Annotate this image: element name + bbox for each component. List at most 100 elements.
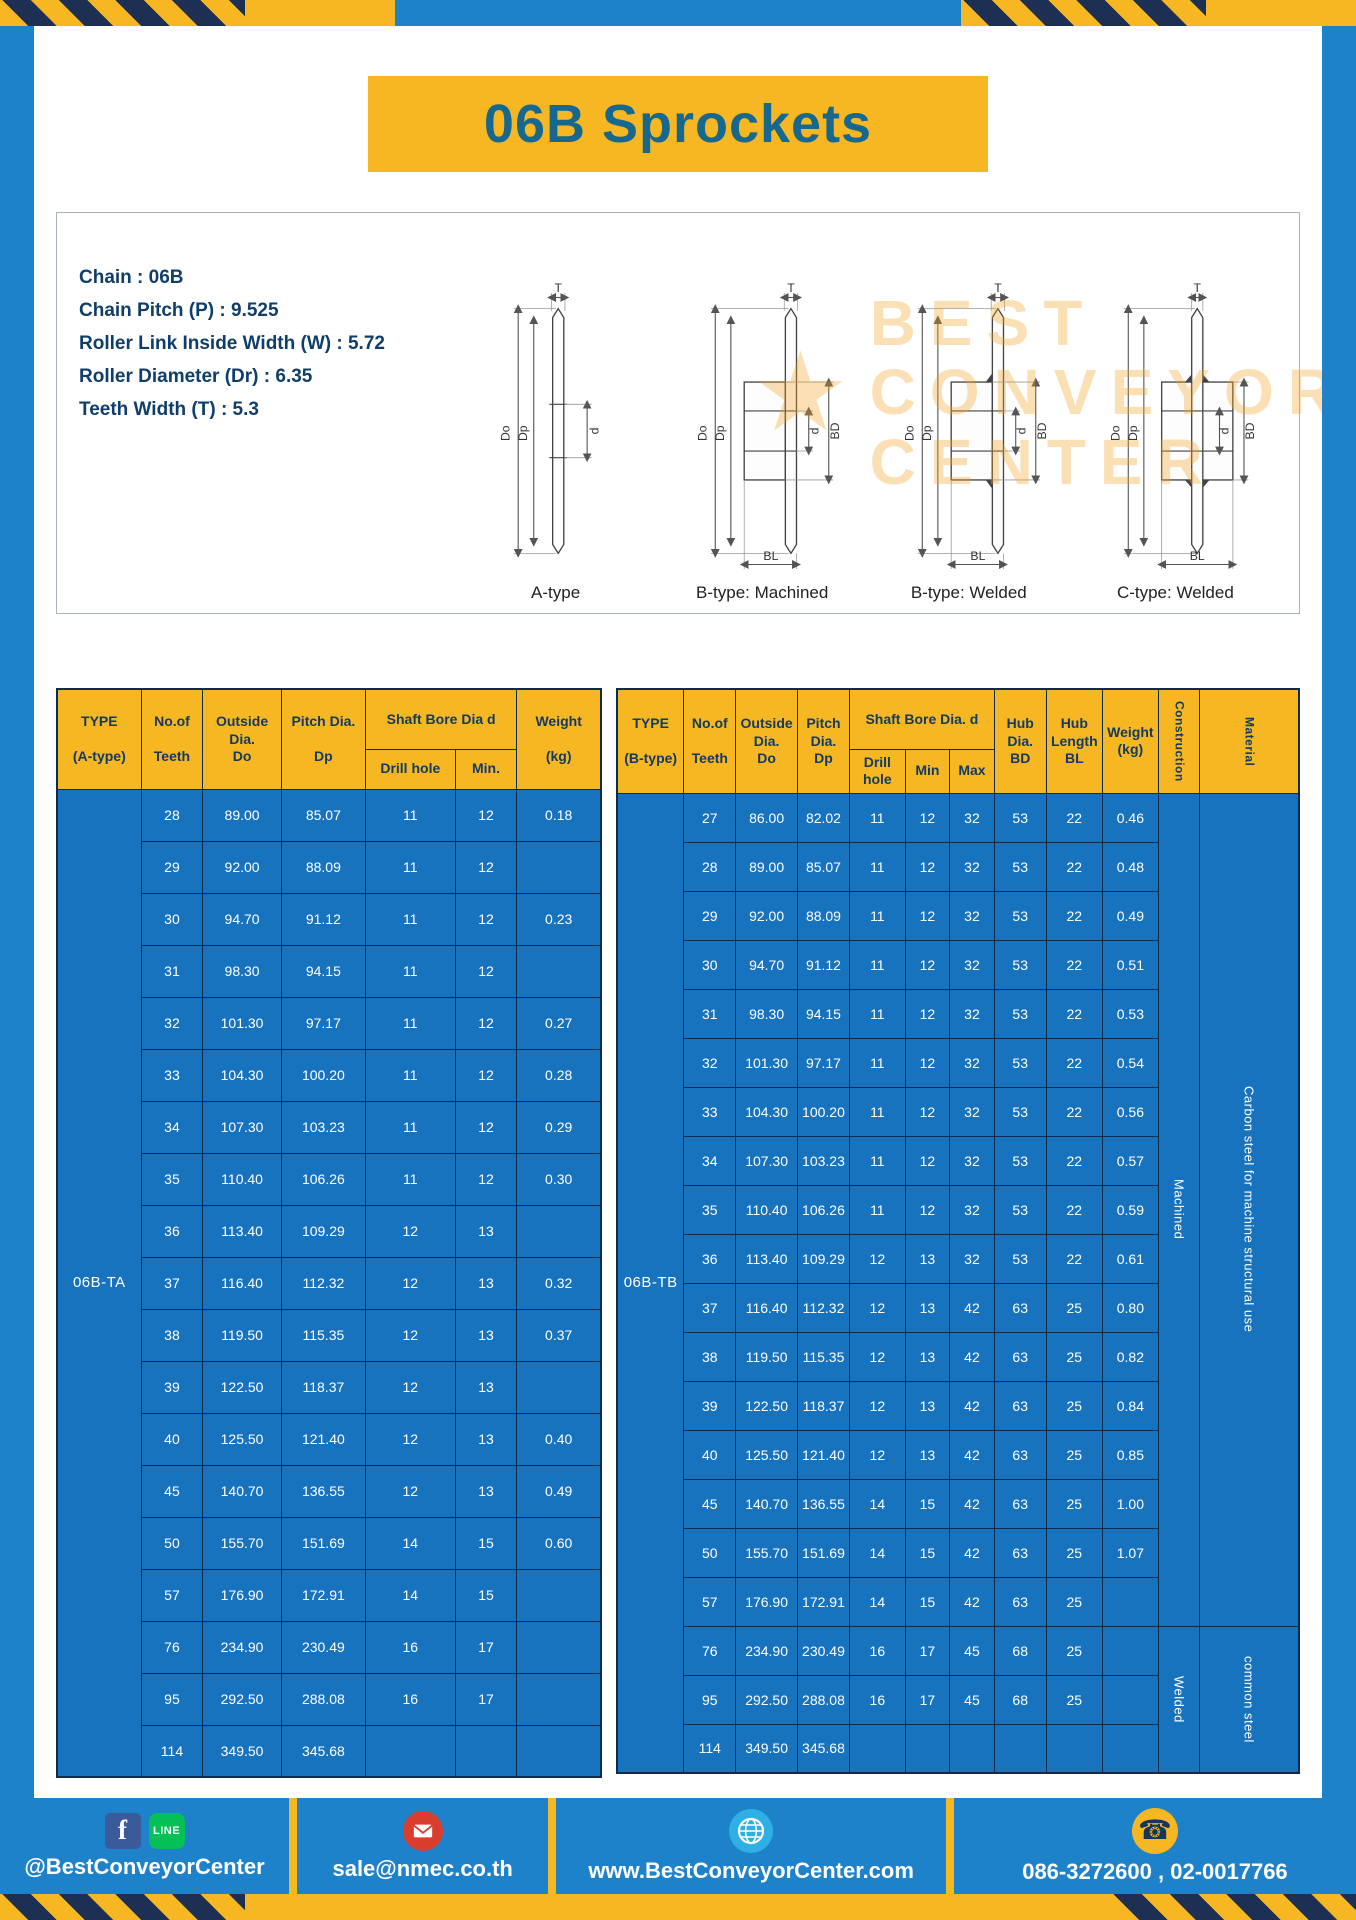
dim-label: d <box>1015 427 1029 434</box>
table-cell: 11 <box>364 944 456 998</box>
content-card: 06B Sprockets Chain : 06B Chain Pitch (P… <box>34 26 1322 1798</box>
email-address[interactable]: sale@nmec.co.th <box>332 1855 513 1881</box>
table-cell: 38 <box>683 1331 737 1382</box>
phone-icon[interactable]: ☎ <box>1131 1807 1178 1854</box>
spec-line-teeth-width: Teeth Width (T) : 5.3 <box>79 399 259 420</box>
table-row: 38 119.50 115.35 12 13 42 63 25 0.82 <box>617 1331 1299 1382</box>
table-cell: 11 <box>364 996 456 1050</box>
spec-line-pitch: Chain Pitch (P) : 9.525 <box>79 300 279 321</box>
table-cell: 136.55 <box>280 1464 366 1518</box>
table-cell: 122.50 <box>735 1380 798 1431</box>
dim-label: BD <box>828 422 842 439</box>
dim-label: Do <box>1109 425 1123 441</box>
table-cell: 14 <box>364 1568 456 1622</box>
table-cell: 57 <box>140 1568 204 1622</box>
table-cell: 234.90 <box>735 1625 798 1676</box>
email-icon[interactable] <box>402 1810 443 1851</box>
table-cell: 30 <box>683 939 737 990</box>
table-row: 38 119.50 115.35 12 13 0.37 <box>57 1308 602 1362</box>
table-cell: 88.09 <box>280 840 366 894</box>
table-cell: 0.40 <box>516 1412 602 1466</box>
website-url[interactable]: www.BestConveyorCenter.com <box>588 1857 914 1883</box>
table-row: 37 116.40 112.32 12 13 0.32 <box>57 1256 602 1310</box>
column-header: Hub Dia. BD <box>993 688 1047 794</box>
table-cell: 12 <box>454 944 518 998</box>
type-label-cell: 06B-TA <box>56 788 142 1778</box>
hazard-stripe <box>0 0 245 26</box>
table-cell: 349.50 <box>735 1723 798 1774</box>
table-cell: 0.32 <box>516 1256 602 1310</box>
table-row: 31 98.30 94.15 11 12 32 53 22 0.53 <box>617 988 1299 1039</box>
table-cell: 12 <box>849 1331 906 1382</box>
table-cell: 76 <box>140 1620 204 1674</box>
table-cell: 22 <box>1045 988 1103 1039</box>
construction-header: Construction <box>1157 688 1200 794</box>
table-cell: 63 <box>993 1429 1047 1480</box>
table-cell: 94.70 <box>735 939 798 990</box>
dim-label: T <box>787 281 795 295</box>
table-cell: 42 <box>949 1576 995 1627</box>
table-row: 30 94.70 91.12 11 12 32 53 22 0.51 <box>617 939 1299 990</box>
table-cell <box>454 1724 518 1778</box>
table-cell <box>1045 1723 1103 1774</box>
facebook-icon[interactable]: f <box>104 1812 141 1849</box>
table-cell: 95 <box>683 1674 737 1725</box>
table-cell: 12 <box>904 792 951 843</box>
table-cell: 15 <box>454 1516 518 1570</box>
yellow-bar <box>1206 0 1356 26</box>
table-row: 50 155.70 151.69 14 15 0.60 <box>57 1516 602 1570</box>
table-row: 57 176.90 172.91 14 15 <box>57 1568 602 1622</box>
title-banner: 06B Sprockets <box>368 76 988 172</box>
table-cell: 104.30 <box>202 1048 282 1102</box>
page-title: 06B Sprockets <box>483 94 873 154</box>
table-cell: 114 <box>683 1723 737 1774</box>
table-cell: 15 <box>904 1527 951 1578</box>
table-cell <box>516 1620 602 1674</box>
table-cell: 15 <box>904 1478 951 1529</box>
table-cell: 0.84 <box>1101 1380 1159 1431</box>
line-icon[interactable]: LINE <box>148 1812 185 1849</box>
table-cell: 234.90 <box>202 1620 282 1674</box>
phone-numbers[interactable]: 086-3272600 , 02-0017766 <box>1022 1858 1288 1884</box>
dim-label: T <box>554 281 562 295</box>
table-cell: 0.54 <box>1101 1037 1159 1088</box>
table-cell: 17 <box>904 1674 951 1725</box>
table-cell: 95 <box>140 1672 204 1726</box>
table-cell: 112.32 <box>280 1256 366 1310</box>
table-cell: 40 <box>683 1429 737 1480</box>
table-cell: 22 <box>1045 841 1103 892</box>
table-cell <box>849 1723 906 1774</box>
column-header: Outside Dia. Do <box>202 688 282 790</box>
table-cell <box>1101 1674 1159 1725</box>
table-cell: 12 <box>904 1184 951 1235</box>
table-cell: 12 <box>364 1464 456 1518</box>
table-cell: 14 <box>849 1527 906 1578</box>
table-cell: 40 <box>140 1412 204 1466</box>
table-cell: 14 <box>364 1516 456 1570</box>
table-cell: 15 <box>454 1568 518 1622</box>
table-cell: 0.56 <box>1101 1086 1159 1137</box>
social-handle[interactable]: @BestConveyorCenter <box>24 1853 265 1879</box>
top-bar-gap <box>395 0 961 26</box>
table-cell: 11 <box>849 1037 906 1088</box>
drawings-row: T Do Dp d A-type T <box>432 213 1322 613</box>
table-cell: 32 <box>949 1135 995 1186</box>
table-cell: 42 <box>949 1478 995 1529</box>
table-cell: 0.51 <box>1101 939 1159 990</box>
table-cell: 172.91 <box>796 1576 851 1627</box>
spec-lines: Chain : 06B Chain Pitch (P) : 9.525 Roll… <box>57 213 432 613</box>
table-row: 36 113.40 109.29 12 13 <box>57 1204 602 1258</box>
table-cell: 33 <box>140 1048 204 1102</box>
table-cell: 37 <box>683 1282 737 1333</box>
table-cell: 118.37 <box>796 1380 851 1431</box>
construction-cell: Machined <box>1157 792 1200 1627</box>
table-cell: 0.85 <box>1101 1429 1159 1480</box>
table-cell <box>904 1723 951 1774</box>
table-cell <box>1101 1723 1159 1774</box>
footer-separator <box>548 1798 557 1894</box>
globe-icon[interactable] <box>729 1808 774 1853</box>
table-cell: 14 <box>849 1478 906 1529</box>
table-cell: 35 <box>140 1152 204 1206</box>
table-cell: 22 <box>1045 792 1103 843</box>
table-cell: 0.46 <box>1101 792 1159 843</box>
